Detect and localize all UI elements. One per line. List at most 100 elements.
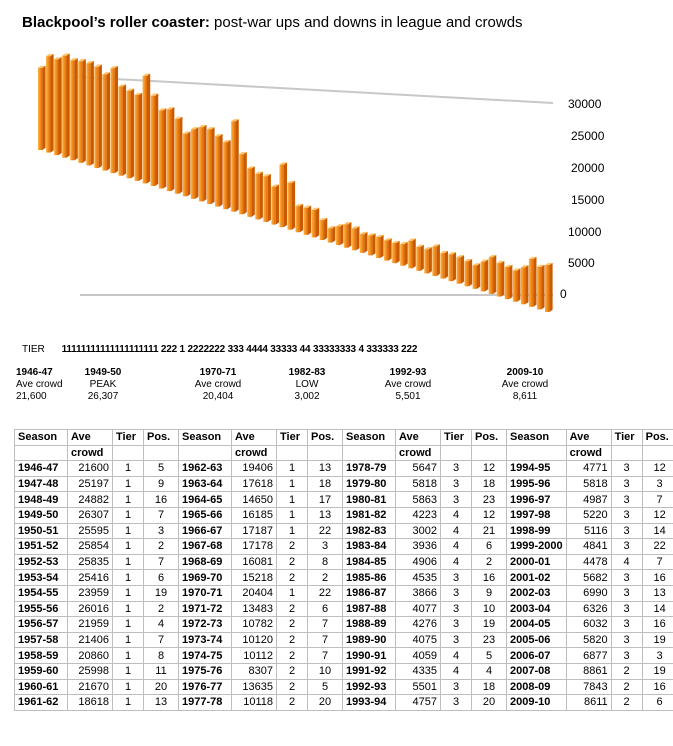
position-cell: 19: [143, 584, 179, 602]
position-cell: 17: [307, 491, 343, 508]
annotation-1992-93: 1992-93 Ave crowd 5,501: [378, 367, 438, 403]
crowd-cell: 5501: [395, 678, 441, 696]
tier-cell: 1: [112, 553, 144, 571]
season-cell: 1990-91: [342, 647, 396, 664]
tier-cell: 1: [276, 475, 308, 493]
bar-1954-55: [102, 72, 110, 171]
crowd-cell: 5863: [395, 491, 441, 508]
season-cell: 1988-89: [342, 616, 396, 633]
column-header: Tier: [440, 429, 472, 446]
annotation-season: 1949-50: [84, 367, 122, 378]
season-cell: 1989-90: [342, 631, 396, 649]
annotation-line1: Ave crowd: [384, 379, 432, 390]
bar-2005-06: [512, 268, 521, 302]
table-row: 1946-47 21600 1 5 1962-63 19406 1 13 1978-79 5647…: [14, 460, 673, 477]
y-tick-label: 15000: [571, 193, 605, 207]
table-row: 1957-58 21406 1 7 1973-74 10120 2 7 1989-90 4075 3…: [14, 631, 673, 649]
column-header: Tier: [112, 429, 144, 446]
bar-1993-94: [416, 244, 424, 271]
crowd-cell: 13483: [231, 600, 277, 618]
position-cell: 22: [307, 584, 343, 602]
table-row: 1960-61 21670 1 20 1976-77 13635 2 5 1992-93 5501…: [14, 678, 673, 696]
season-cell: 1972-73: [178, 616, 232, 633]
season-cell: 1976-77: [178, 678, 232, 696]
annotation-line2: 20,404: [202, 391, 234, 402]
crowd-cell: 5820: [565, 631, 612, 649]
position-cell: 22: [307, 522, 343, 540]
crowd-chart: 30000 25000 20000 15000 10000 5000 0: [38, 53, 605, 312]
bar-1985-86: [351, 226, 360, 251]
crowd-cell: 8861: [565, 662, 612, 680]
annotation-season: 1992-93: [389, 367, 427, 378]
annotation-1970-71: 1970-71 Ave crowd 20,404: [188, 367, 248, 403]
position-cell: 4: [143, 616, 179, 633]
tier-cell: 3: [610, 584, 643, 602]
annotation-season: 1970-71: [199, 367, 237, 378]
season-cell: 1971-72: [178, 600, 232, 618]
bar-1949-50: [62, 53, 70, 158]
bar-1992-93: [408, 238, 416, 269]
position-cell: 3: [307, 538, 343, 555]
bar-1975-76: [271, 184, 279, 225]
bar-2001-02: [480, 259, 489, 292]
tier-cell: 4: [440, 506, 472, 524]
tier-cell: 3: [440, 616, 472, 633]
season-cell: 1986-87: [342, 584, 396, 602]
table-row: 1947-48 25197 1 9 1963-64 17618 1 18 1979-80 5818…: [14, 475, 673, 493]
position-cell: 2: [143, 600, 179, 618]
position-cell: 13: [307, 460, 343, 477]
position-cell: 19: [471, 616, 507, 633]
crowd-cell: 8611: [565, 694, 612, 711]
position-cell: 14: [641, 600, 673, 618]
position-cell: 8: [143, 647, 179, 664]
season-cell: 1993-94: [342, 694, 396, 711]
tier-cell: 2: [276, 616, 308, 633]
position-cell: 18: [471, 678, 507, 696]
bar-1960-61: [150, 93, 159, 186]
bar-1981-82: [319, 217, 328, 240]
position-cell: 3: [143, 522, 179, 540]
annotation-line2: 3,002: [294, 391, 320, 402]
tier-cell: 1: [276, 522, 308, 540]
crowd-cell: 16081: [231, 553, 277, 571]
tier-cell: 3: [440, 600, 472, 618]
bar-1976-77: [279, 162, 288, 228]
season-cell: 1956-57: [14, 616, 68, 633]
bar-1977-78: [287, 180, 296, 230]
season-cell: 1954-55: [14, 584, 68, 602]
crowd-cell: 21406: [67, 631, 113, 649]
position-cell: 16: [471, 569, 507, 586]
tier-cell: 4: [610, 553, 643, 571]
tier-cell: 1: [112, 475, 144, 493]
crowd-cell: 4223: [395, 506, 441, 524]
position-cell: 21: [471, 522, 507, 540]
position-cell: 16: [143, 491, 179, 508]
crowd-cell: 7843: [565, 678, 612, 696]
column-subheader: [610, 444, 643, 462]
crowd-cell: 5818: [565, 475, 612, 493]
tier-cell: 3: [610, 616, 643, 633]
tier-cell: 1: [112, 678, 144, 696]
annotation-season: 1946-47: [16, 367, 53, 378]
season-cell: 2006-07: [506, 647, 567, 664]
tier-cell: 4: [440, 647, 472, 664]
table-row: 1949-50 26307 1 7 1965-66 16185 1 13 1981-82 4223…: [14, 506, 673, 524]
bar-1951-52: [78, 59, 86, 163]
top-gridline: [77, 76, 554, 104]
season-cell: 1977-78: [178, 694, 232, 711]
crowd-cell: 17187: [231, 522, 277, 540]
bar-1994-95: [424, 247, 432, 274]
column-header: Pos.: [641, 429, 673, 446]
position-cell: 16: [641, 569, 673, 586]
column-subheader: [471, 444, 507, 462]
crowd-cell: 24882: [67, 491, 113, 508]
position-cell: 5: [143, 460, 179, 477]
position-cell: 23: [471, 491, 507, 508]
crowd-cell: 3936: [395, 538, 441, 555]
season-cell: 1959-60: [14, 662, 68, 680]
position-cell: 8: [307, 553, 343, 571]
annotation-season: 2009-10: [506, 367, 544, 378]
tier-cell: 2: [276, 662, 308, 680]
tier-cell: 3: [440, 584, 472, 602]
column-subheader: [112, 444, 144, 462]
